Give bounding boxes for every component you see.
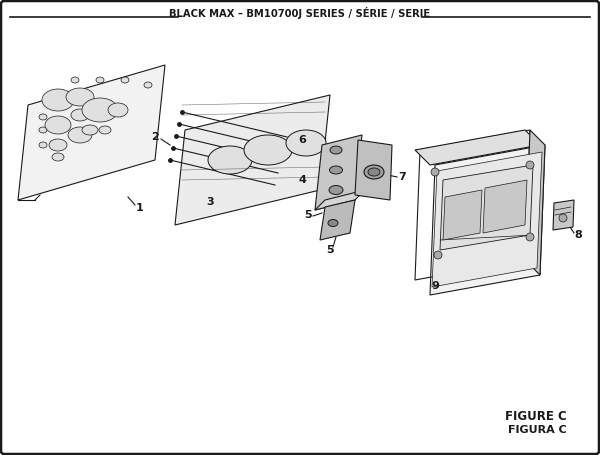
Ellipse shape xyxy=(71,77,79,83)
Ellipse shape xyxy=(39,142,47,148)
Ellipse shape xyxy=(52,153,64,161)
Ellipse shape xyxy=(208,146,252,174)
Circle shape xyxy=(431,168,439,176)
Ellipse shape xyxy=(39,127,47,133)
Circle shape xyxy=(559,214,567,222)
Text: 1: 1 xyxy=(136,203,144,213)
Polygon shape xyxy=(415,130,540,165)
Polygon shape xyxy=(355,140,392,200)
Ellipse shape xyxy=(329,186,343,194)
Ellipse shape xyxy=(244,135,292,165)
Ellipse shape xyxy=(328,219,338,227)
Polygon shape xyxy=(443,190,482,240)
Ellipse shape xyxy=(108,103,128,117)
Polygon shape xyxy=(430,145,545,295)
Text: FIGURA C: FIGURA C xyxy=(508,425,567,435)
Circle shape xyxy=(526,161,534,169)
Ellipse shape xyxy=(96,77,104,83)
Circle shape xyxy=(526,233,534,241)
Ellipse shape xyxy=(68,127,92,143)
Text: FIGURE C: FIGURE C xyxy=(505,410,567,424)
Ellipse shape xyxy=(329,166,343,174)
Polygon shape xyxy=(525,130,545,275)
Ellipse shape xyxy=(42,89,74,111)
Ellipse shape xyxy=(99,126,111,134)
Circle shape xyxy=(434,251,442,259)
Ellipse shape xyxy=(364,165,384,179)
Polygon shape xyxy=(175,95,330,225)
Text: 5: 5 xyxy=(326,245,334,255)
Ellipse shape xyxy=(49,139,67,151)
Ellipse shape xyxy=(286,130,326,156)
Polygon shape xyxy=(18,65,165,200)
Text: 8: 8 xyxy=(574,230,582,240)
Polygon shape xyxy=(320,200,355,240)
Polygon shape xyxy=(432,152,542,287)
Polygon shape xyxy=(315,190,365,210)
Text: 3: 3 xyxy=(206,197,214,207)
Ellipse shape xyxy=(66,88,94,106)
Text: 4: 4 xyxy=(298,175,306,185)
Ellipse shape xyxy=(121,77,129,83)
Text: 7: 7 xyxy=(398,172,406,182)
Ellipse shape xyxy=(45,116,71,134)
Text: 9: 9 xyxy=(431,281,439,291)
Ellipse shape xyxy=(82,98,118,122)
Polygon shape xyxy=(315,135,362,210)
Polygon shape xyxy=(553,200,574,230)
Ellipse shape xyxy=(39,114,47,120)
Ellipse shape xyxy=(144,82,152,88)
Ellipse shape xyxy=(330,146,342,154)
Text: 5: 5 xyxy=(304,210,312,220)
Text: 2: 2 xyxy=(151,132,159,142)
Polygon shape xyxy=(483,180,527,233)
Ellipse shape xyxy=(82,125,98,135)
Text: 6: 6 xyxy=(298,135,306,145)
Ellipse shape xyxy=(71,109,89,121)
Ellipse shape xyxy=(368,168,380,176)
Text: BLACK MAX – BM10700J SERIES / SÉRIE / SERIE: BLACK MAX – BM10700J SERIES / SÉRIE / SE… xyxy=(169,7,431,19)
Polygon shape xyxy=(440,165,533,250)
